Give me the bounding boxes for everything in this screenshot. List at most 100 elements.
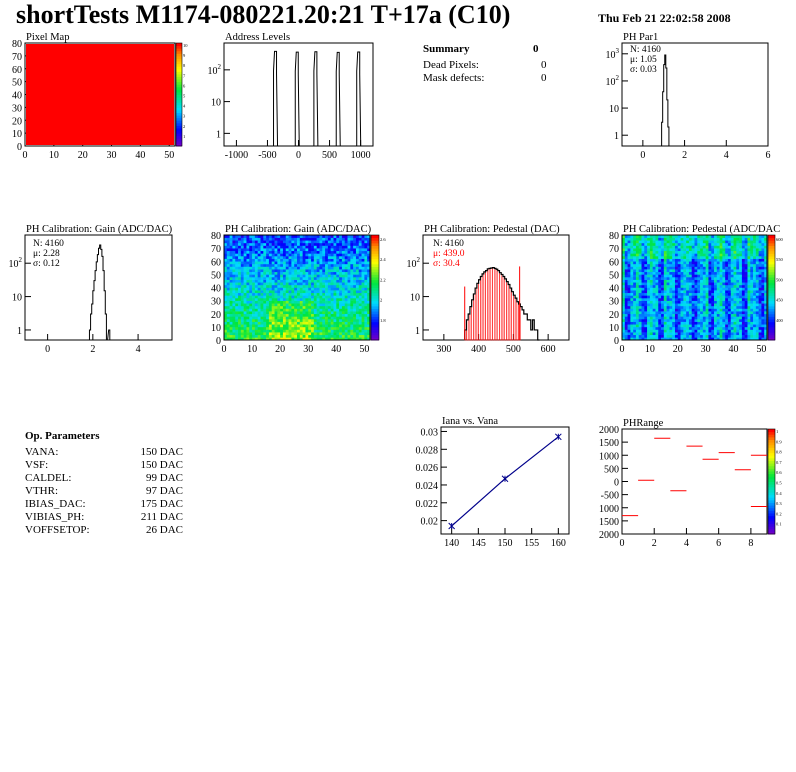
heatmap-cell [302,274,306,278]
heatmap-cell [644,287,648,291]
colorbar-cell [768,494,775,498]
heatmap-cell [708,308,712,312]
heatmap-cell [747,298,751,301]
chart-title: PHRange [623,418,664,429]
heatmap-cell [325,242,329,246]
heatmap-cell [677,295,681,299]
heatmap-cell [355,248,360,252]
heatmap-cell [635,298,640,301]
heatmap-cell [313,321,317,325]
heatmap-cell [282,237,287,241]
heatmap-cell [655,326,659,330]
heatmap-cell [243,256,247,259]
heatmap-cell [308,305,312,309]
heatmap-cell [655,250,659,254]
heatmap-cell [622,295,626,299]
heatmap-cell [674,303,679,307]
heatmap-cell [311,334,315,338]
heatmap-cell [633,271,637,275]
heatmap-cell [635,292,640,296]
heatmap-cell [669,298,673,301]
heatmap-cell [252,282,256,286]
heatmap-cell [739,279,743,283]
heatmap-cell [739,324,743,328]
heatmap-cell [711,240,715,244]
heatmap-cell [741,305,745,309]
heatmap-cell [641,266,645,270]
heatmap-cell [758,274,762,278]
heatmap-cell [311,282,315,286]
heatmap-cell [316,303,320,307]
heatmap-cell [680,308,684,312]
heatmap-cell [635,303,640,307]
heatmap-cell [744,298,748,301]
x-tick-label: 500 [506,344,521,355]
heatmap-cell [700,250,704,254]
heatmap-cell [739,242,743,246]
heatmap-cell [638,269,642,273]
heatmap-cell [672,250,676,254]
heatmap-cell [302,279,306,283]
heatmap-cell [644,263,648,267]
colorbar-cell [768,526,775,530]
chart-title: PH Calibration: Pedestal (ADC/DAC [623,224,780,235]
heatmap-cell [274,282,278,286]
heatmap-cell [311,266,315,270]
heatmap-cell [638,319,642,322]
colorbar-cell [176,63,182,67]
heatmap-cell [755,240,759,244]
heatmap-cell [647,245,651,249]
heatmap-cell [753,305,757,309]
heatmap-cell [711,235,715,238]
heatmap-cell [688,319,693,322]
colorbar-cell [371,326,379,330]
heatmap-cell [367,337,371,341]
heatmap-cell [361,282,365,286]
heatmap-cell [666,266,670,270]
heatmap-cell [764,284,768,288]
heatmap-cell [635,295,640,299]
heatmap-cell [350,250,354,254]
heatmap-cell [226,319,230,322]
heatmap-cell [266,284,270,288]
heatmap-cell [727,282,732,286]
heatmap-cell [291,266,295,270]
heatmap-cell [649,334,653,338]
heatmap-cell [246,298,250,301]
heatmap-cell [355,245,360,249]
heatmap-cell [638,240,642,244]
heatmap-cell [274,326,278,330]
heatmap-cell [700,287,704,291]
heatmap-cell [744,258,748,262]
heatmap-cell [635,271,640,275]
heatmap-cell [686,303,690,307]
heatmap-cell [622,311,626,315]
heatmap-cell [305,245,309,249]
heatmap-cell [229,332,233,336]
heatmap-cell [649,303,653,307]
heatmap-cell [266,292,270,296]
x-tick-label: 155 [524,538,539,549]
heatmap-cell [669,248,673,252]
heatmap-cell [288,326,292,330]
heatmap-cell [744,256,748,259]
heatmap-cell [313,300,317,304]
heatmap-cell [663,292,667,296]
colorbar-cell [176,55,182,59]
heatmap-cell [669,332,673,336]
heatmap-cell [358,282,362,286]
heatmap-cell [358,326,362,330]
heatmap-cell [254,242,258,246]
heatmap-cell [285,248,289,252]
heatmap-cell [361,300,365,304]
heatmap-cell [353,292,357,296]
heatmap-cell [661,313,665,317]
heatmap-cell [355,263,360,267]
heatmap-cell [661,321,665,325]
y-tick-label: 70 [12,52,22,63]
heatmap-cell [638,321,642,325]
heatmap-cell [297,235,301,238]
heatmap-cell [733,313,737,317]
heatmap-cell [282,256,287,259]
colorbar-label: 0.2 [776,511,782,516]
